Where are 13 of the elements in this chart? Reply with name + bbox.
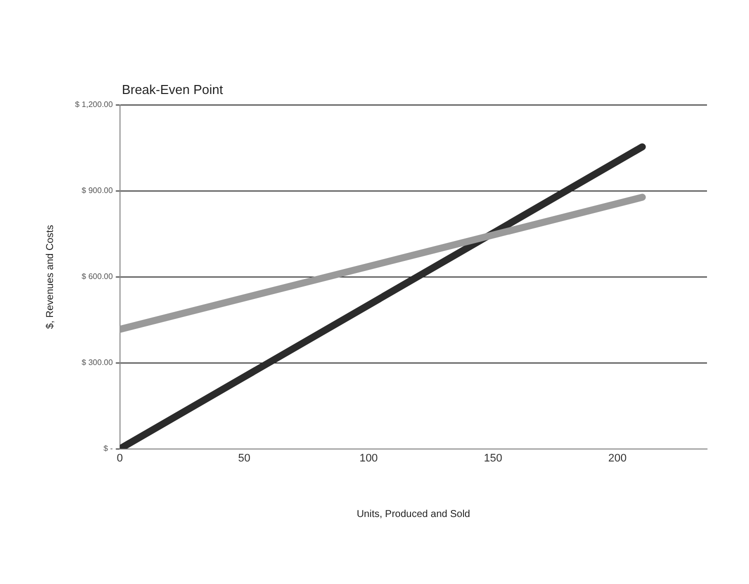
y-tick-label: $ - — [103, 444, 114, 454]
x-tick-label: 150 — [484, 452, 502, 464]
y-axis-title: $, Revenues and Costs — [44, 224, 56, 329]
y-tick-label: $ 600.00 — [82, 272, 114, 282]
x-axis-title: Units, Produced and Sold — [356, 508, 470, 520]
x-tick-label: 200 — [608, 452, 627, 464]
x-tick-label: 50 — [238, 452, 250, 464]
y-tick-label: $ 1,200.00 — [75, 100, 114, 110]
y-tick-label: $ 300.00 — [82, 358, 114, 368]
x-tick-label: 100 — [359, 452, 378, 464]
y-tick-label: $ 900.00 — [82, 186, 114, 196]
x-tick-label: 0 — [116, 452, 123, 464]
chart-title: Break-Even Point — [122, 82, 224, 98]
